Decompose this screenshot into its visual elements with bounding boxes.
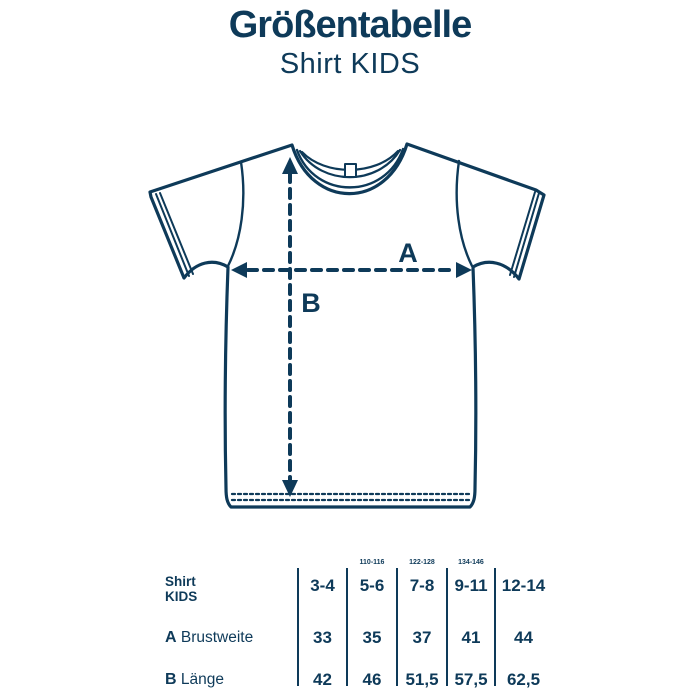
measure-b-arrow-up	[282, 157, 298, 174]
column-divider	[346, 568, 348, 686]
page-subtitle: Shirt KIDS	[279, 48, 421, 80]
right-cuff-stitching	[509, 191, 540, 278]
measure-a-arrow-left	[231, 262, 247, 278]
table-row-header-line1: Shirt	[165, 574, 196, 589]
table-cell: 51,5	[405, 670, 439, 689]
table-cell: 37	[412, 628, 432, 647]
row-label-laenge: B Länge	[165, 670, 224, 690]
left-armhole-seam	[226, 160, 245, 268]
measure-b-arrow-down	[282, 480, 298, 497]
table-row-header-line2: KIDS	[165, 589, 198, 604]
neck-tag	[344, 163, 357, 178]
right-armhole-seam	[455, 159, 474, 268]
table-cell: 62,5	[506, 670, 541, 689]
row-name-brustweite: Brustweite	[180, 629, 254, 646]
table-cell: 44	[514, 628, 533, 647]
hem-stitching	[230, 492, 472, 502]
size-column-header: 7-8	[409, 576, 435, 595]
row-label-brustweite: A Brustweite	[165, 628, 253, 648]
column-divider	[446, 568, 448, 686]
table-cell: 46	[362, 670, 382, 689]
tshirt-diagram: A B	[148, 142, 546, 509]
size-column-header: 3-4	[310, 576, 335, 595]
row-key-a: A	[165, 629, 177, 646]
height-cm-label: 110-116	[359, 559, 385, 566]
table-cell: 41	[461, 628, 481, 647]
size-column-header: 12-14	[501, 576, 546, 595]
row-name-laenge: Länge	[180, 671, 224, 688]
table-cell: 33	[313, 628, 332, 647]
size-column-header: 5-6	[359, 576, 385, 595]
measure-a-label: A	[398, 238, 418, 268]
table-cell: 57,5	[454, 670, 488, 689]
measure-b-label: B	[301, 288, 321, 318]
measure-a-arrow-right	[456, 262, 472, 278]
height-cm-label: 122-128	[409, 559, 435, 566]
column-divider	[297, 568, 299, 686]
column-divider	[494, 568, 496, 686]
table-cell: 42	[313, 670, 332, 689]
height-cm-label: 134-146	[458, 559, 484, 566]
collar-rib-line	[295, 147, 405, 189]
page-title: Größentabelle	[228, 4, 473, 46]
left-cuff-stitching	[155, 192, 194, 277]
tshirt-outline	[148, 142, 546, 509]
table-cell: 35	[362, 628, 382, 647]
size-column-header: 9-11	[454, 576, 488, 595]
column-divider	[396, 568, 398, 686]
table-row-header: Shirt KIDS	[165, 574, 197, 604]
row-key-b: B	[165, 671, 177, 688]
